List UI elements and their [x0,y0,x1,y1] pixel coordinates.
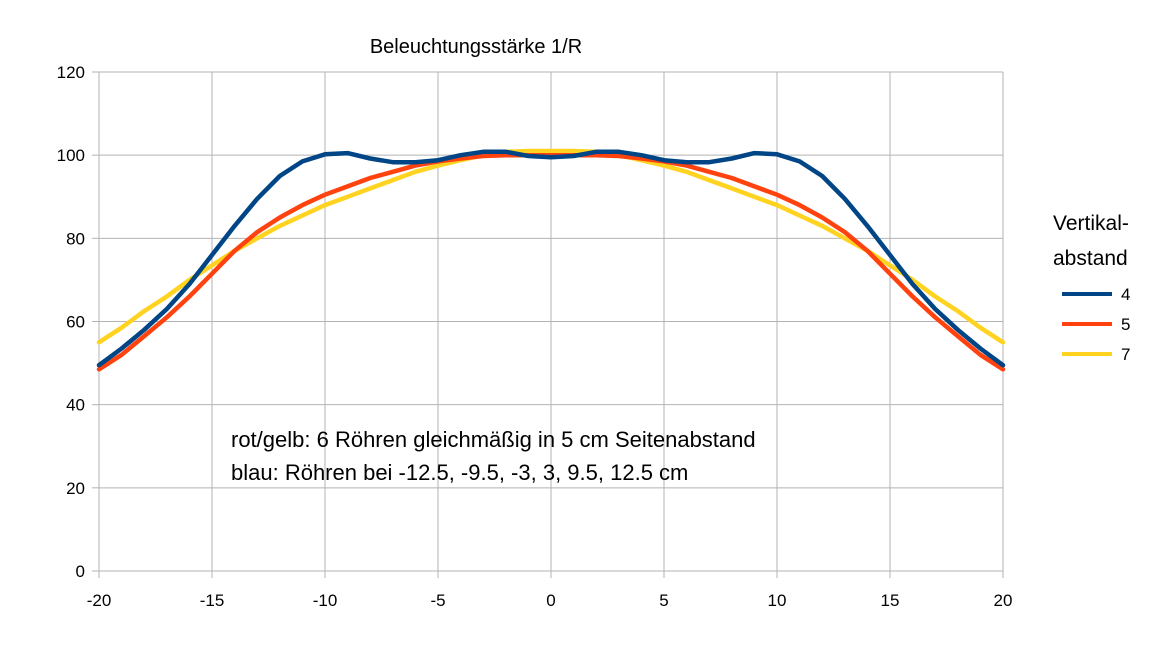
grid-lines [92,71,1004,578]
x-tick-label: -15 [200,591,225,610]
x-tick-label: 5 [659,591,668,610]
x-tick-label: -10 [313,591,338,610]
annotation-line-1: rot/gelb: 6 Röhren gleichmäßig in 5 cm S… [231,427,756,452]
legend-title-line-2: abstand [1053,247,1128,270]
legend: Vertikal- abstand 4 5 7 [1053,212,1130,364]
x-tick-label: 15 [881,591,900,610]
legend-label-5: 5 [1121,315,1130,334]
y-tick-label: 40 [66,396,85,415]
x-tick-label: 20 [994,591,1013,610]
y-axis-ticks: 0 20 40 60 80 100 120 [57,63,85,581]
series-lines [96,148,1006,372]
y-tick-label: 80 [66,229,85,248]
x-tick-label: 10 [768,591,787,610]
legend-title-line-1: Vertikal- [1053,212,1129,235]
chart-title: Beleuchtungsstärke 1/R [370,36,582,58]
series-line-4 [96,149,1006,368]
x-tick-label: -5 [430,591,445,610]
annotations: rot/gelb: 6 Röhren gleichmäßig in 5 cm S… [231,427,756,485]
y-tick-label: 20 [66,479,85,498]
x-axis-ticks: -20 -15 -10 -5 0 5 10 15 20 [87,591,1013,610]
y-tick-label: 100 [57,146,85,165]
x-tick-label: -20 [87,591,112,610]
legend-label-4: 4 [1121,285,1130,304]
legend-label-7: 7 [1121,345,1130,364]
annotation-line-2: blau: Röhren bei -12.5, -9.5, -3, 3, 9.5… [231,460,688,485]
x-tick-label: 0 [546,591,555,610]
y-tick-label: 120 [57,63,85,82]
y-tick-label: 0 [76,562,85,581]
y-tick-label: 60 [66,313,85,332]
series-line-7 [96,148,1006,345]
